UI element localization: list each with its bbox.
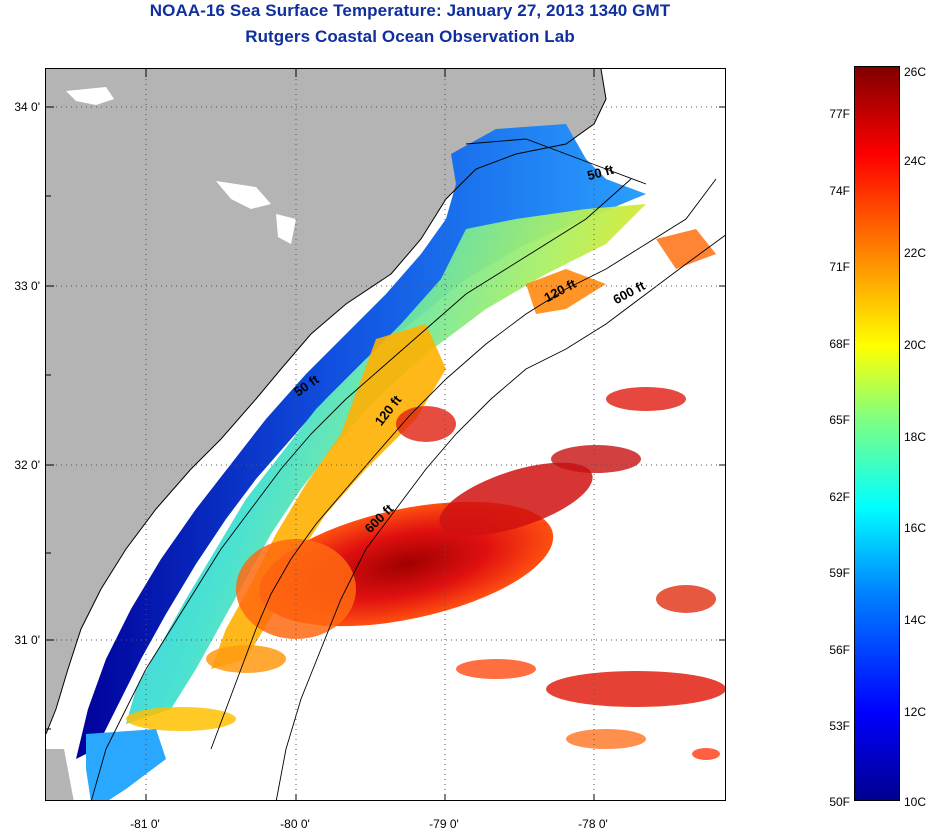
lake: [66, 87, 114, 105]
gulf-stream-patch: [606, 387, 686, 411]
gulf-stream-patch: [566, 729, 646, 749]
gulf-stream-patch: [551, 445, 641, 473]
colorbar-label-f: 56F: [829, 643, 850, 657]
contour-50ft: [91, 138, 647, 800]
gulf-stream-patch: [206, 645, 286, 673]
colorbar-label-f: 62F: [829, 490, 850, 504]
lat-label: 32 0': [14, 458, 40, 472]
sst-map-canvas: [46, 69, 725, 800]
lake: [216, 181, 271, 209]
land-mass-south: [46, 749, 74, 800]
colorbar-label-c: 18C: [904, 430, 927, 444]
colorbar-label-f: 77F: [829, 107, 850, 121]
colorbar-label-f: 74F: [829, 184, 850, 198]
colorbar-label-c: 22C: [904, 246, 927, 260]
warm-water: [656, 229, 716, 269]
cold-coastal-water: [86, 729, 166, 800]
sst-map: [45, 68, 726, 801]
gulf-stream-patch: [656, 585, 716, 613]
colorbar-label-c: 12C: [904, 705, 927, 719]
colorbar-label-f: 59F: [829, 566, 850, 580]
map-title: NOAA-16 Sea Surface Temperature: January…: [149, 1, 671, 20]
lon-label: -80 0': [280, 817, 310, 831]
lat-label: 34 0': [14, 100, 40, 114]
lake: [276, 214, 296, 244]
colorbar-label-c: 20C: [904, 338, 927, 352]
axis-ticks: [46, 69, 725, 800]
contour-600ft: [275, 234, 725, 800]
colorbar-label-f: 71F: [829, 260, 850, 274]
colorbar-label-c: 26C: [904, 65, 927, 79]
colorbar-label-f: 53F: [829, 719, 850, 733]
cold-coastal-water: [76, 124, 646, 759]
lon-label: -78 0': [578, 817, 608, 831]
lat-lon-grid: [46, 69, 725, 800]
coastline: [46, 69, 607, 735]
gulf-stream-patch: [126, 707, 236, 731]
temperature-colorbar: [854, 66, 900, 801]
mid-temperature-water: [126, 204, 646, 724]
colorbar-label-f: 50F: [829, 795, 850, 809]
lat-label: 31 0': [14, 633, 40, 647]
colorbar-label-c: 14C: [904, 613, 927, 627]
gulf-stream-patch: [456, 659, 536, 679]
contour-120ft: [210, 178, 717, 750]
map-subtitle: Rutgers Coastal Ocean Observation Lab: [245, 27, 575, 46]
colorbar-label-c: 10C: [904, 795, 927, 809]
colorbar-label-f: 65F: [829, 413, 850, 427]
colorbar-label-f: 68F: [829, 337, 850, 351]
gulf-stream-patch: [396, 406, 456, 442]
gulf-stream-patch: [439, 462, 593, 536]
lat-label: 33 0': [14, 279, 40, 293]
colorbar-label-c: 16C: [904, 521, 927, 535]
lon-label: -81 0': [130, 817, 160, 831]
colorbar-label-c: 24C: [904, 154, 927, 168]
land-mass: [46, 69, 606, 734]
warm-water: [526, 269, 606, 314]
lon-label: -79 0': [429, 817, 459, 831]
gulf-stream-patch: [546, 671, 725, 707]
gulf-stream-patch: [692, 748, 720, 760]
